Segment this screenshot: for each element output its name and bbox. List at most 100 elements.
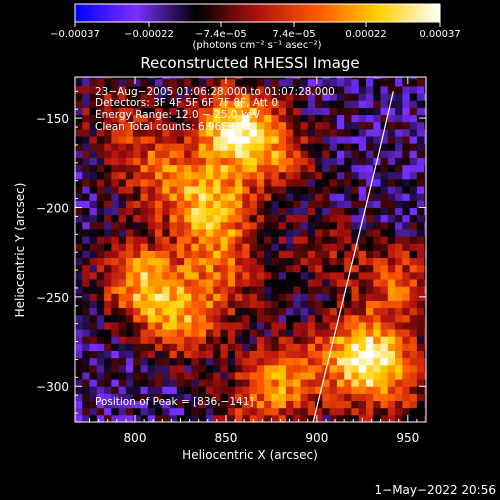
heatmap-cell [329,200,338,208]
heatmap-cell [336,207,345,216]
heatmap-cell [125,236,134,244]
heatmap-cell [336,257,345,266]
heatmap-cell [220,207,229,216]
heatmap-cell [111,343,120,351]
heatmap-cell [264,186,272,194]
heatmap-cell [82,271,91,280]
annotation-clean: Clean Total counts: 6.96E+03 [95,121,251,133]
heatmap-cell [213,257,221,266]
heatmap-cell [336,286,345,294]
heatmap-cell [205,393,214,402]
heatmap-cell [242,336,251,344]
heatmap-cell [82,321,91,330]
heatmap-cell [387,364,396,373]
heatmap-cell [198,186,207,194]
heatmap-cell [213,407,221,416]
heatmap-cell [402,364,411,373]
heatmap-cell [227,150,236,158]
heatmap-cell [380,143,389,151]
heatmap-cell [96,364,105,373]
heatmap-cell [242,314,251,323]
heatmap-cell [220,350,229,359]
heatmap-cell [118,250,127,259]
heatmap-cell [147,114,156,123]
heatmap-cell [416,107,425,116]
heatmap-cell [409,157,418,166]
heatmap-cell [409,150,418,158]
heatmap-cell [315,371,323,380]
heatmap-cell [264,178,272,187]
heatmap-cell [133,107,141,116]
heatmap-cell [227,243,236,251]
heatmap-cell [271,171,280,180]
heatmap-cell [147,228,156,237]
heatmap-cell [140,243,149,251]
heatmap-cell [96,336,105,344]
heatmap-cell [285,278,294,287]
heatmap-cell [104,364,112,373]
heatmap-cell [104,407,112,416]
heatmap-cell [213,357,221,366]
heatmap-cell [162,121,171,130]
heatmap-cell [285,236,294,244]
heatmap-cell [140,157,149,166]
heatmap-cell [395,221,403,230]
heatmap-cell [402,114,411,123]
heatmap-cell [169,393,178,402]
heatmap-cell [242,193,251,201]
heatmap-cell [344,264,352,273]
heatmap-cell [147,364,156,373]
heatmap-cell [264,364,272,373]
heatmap-cell [409,286,418,294]
heatmap-cell [162,250,171,259]
heatmap-cell [336,100,345,108]
heatmap-cell [373,414,382,422]
heatmap-cell [198,243,207,251]
heatmap-cell [213,250,221,259]
heatmap-cell [285,407,294,416]
heatmap-cell [133,400,141,409]
heatmap-cell [96,78,105,87]
heatmap-cell [315,135,323,144]
heatmap-cell [198,128,207,137]
heatmap-cell [104,164,112,173]
heatmap-cell [351,243,360,251]
heatmap-cell [416,343,425,351]
heatmap-cell [104,221,112,230]
heatmap-cell [402,314,411,323]
heatmap-cell [118,257,127,266]
heatmap-cell [235,228,243,237]
heatmap-cell [256,135,265,144]
heatmap-cell [409,393,418,402]
heatmap-cell [402,271,411,280]
heatmap-cell [424,100,426,108]
heatmap-cell [205,329,214,337]
heatmap-cell [351,157,360,166]
heatmap-cell [271,236,280,244]
heatmap-cell [278,257,287,266]
heatmap-cell [111,400,120,409]
heatmap-cell [227,186,236,194]
heatmap-cell [322,386,331,394]
heatmap-cell [133,200,141,208]
heatmap-cell [300,236,309,244]
heatmap-cell [329,128,338,137]
heatmap-cell [271,250,280,259]
heatmap-cell [380,321,389,330]
heatmap-cell [147,207,156,216]
heatmap-cell [373,300,382,309]
heatmap-cell [227,93,236,101]
heatmap-cell [329,386,338,394]
heatmap-cell [293,135,302,144]
heatmap-cell [155,186,163,194]
heatmap-cell [89,93,98,101]
heatmap-cell [264,243,272,251]
heatmap-cell [184,228,192,237]
heatmap-cell [125,207,134,216]
heatmap-cell [235,300,243,309]
heatmap-cell [278,250,287,259]
heatmap-cell [235,107,243,116]
heatmap-cell [278,157,287,166]
heatmap-cell [227,357,236,366]
heatmap-cell [75,414,83,422]
